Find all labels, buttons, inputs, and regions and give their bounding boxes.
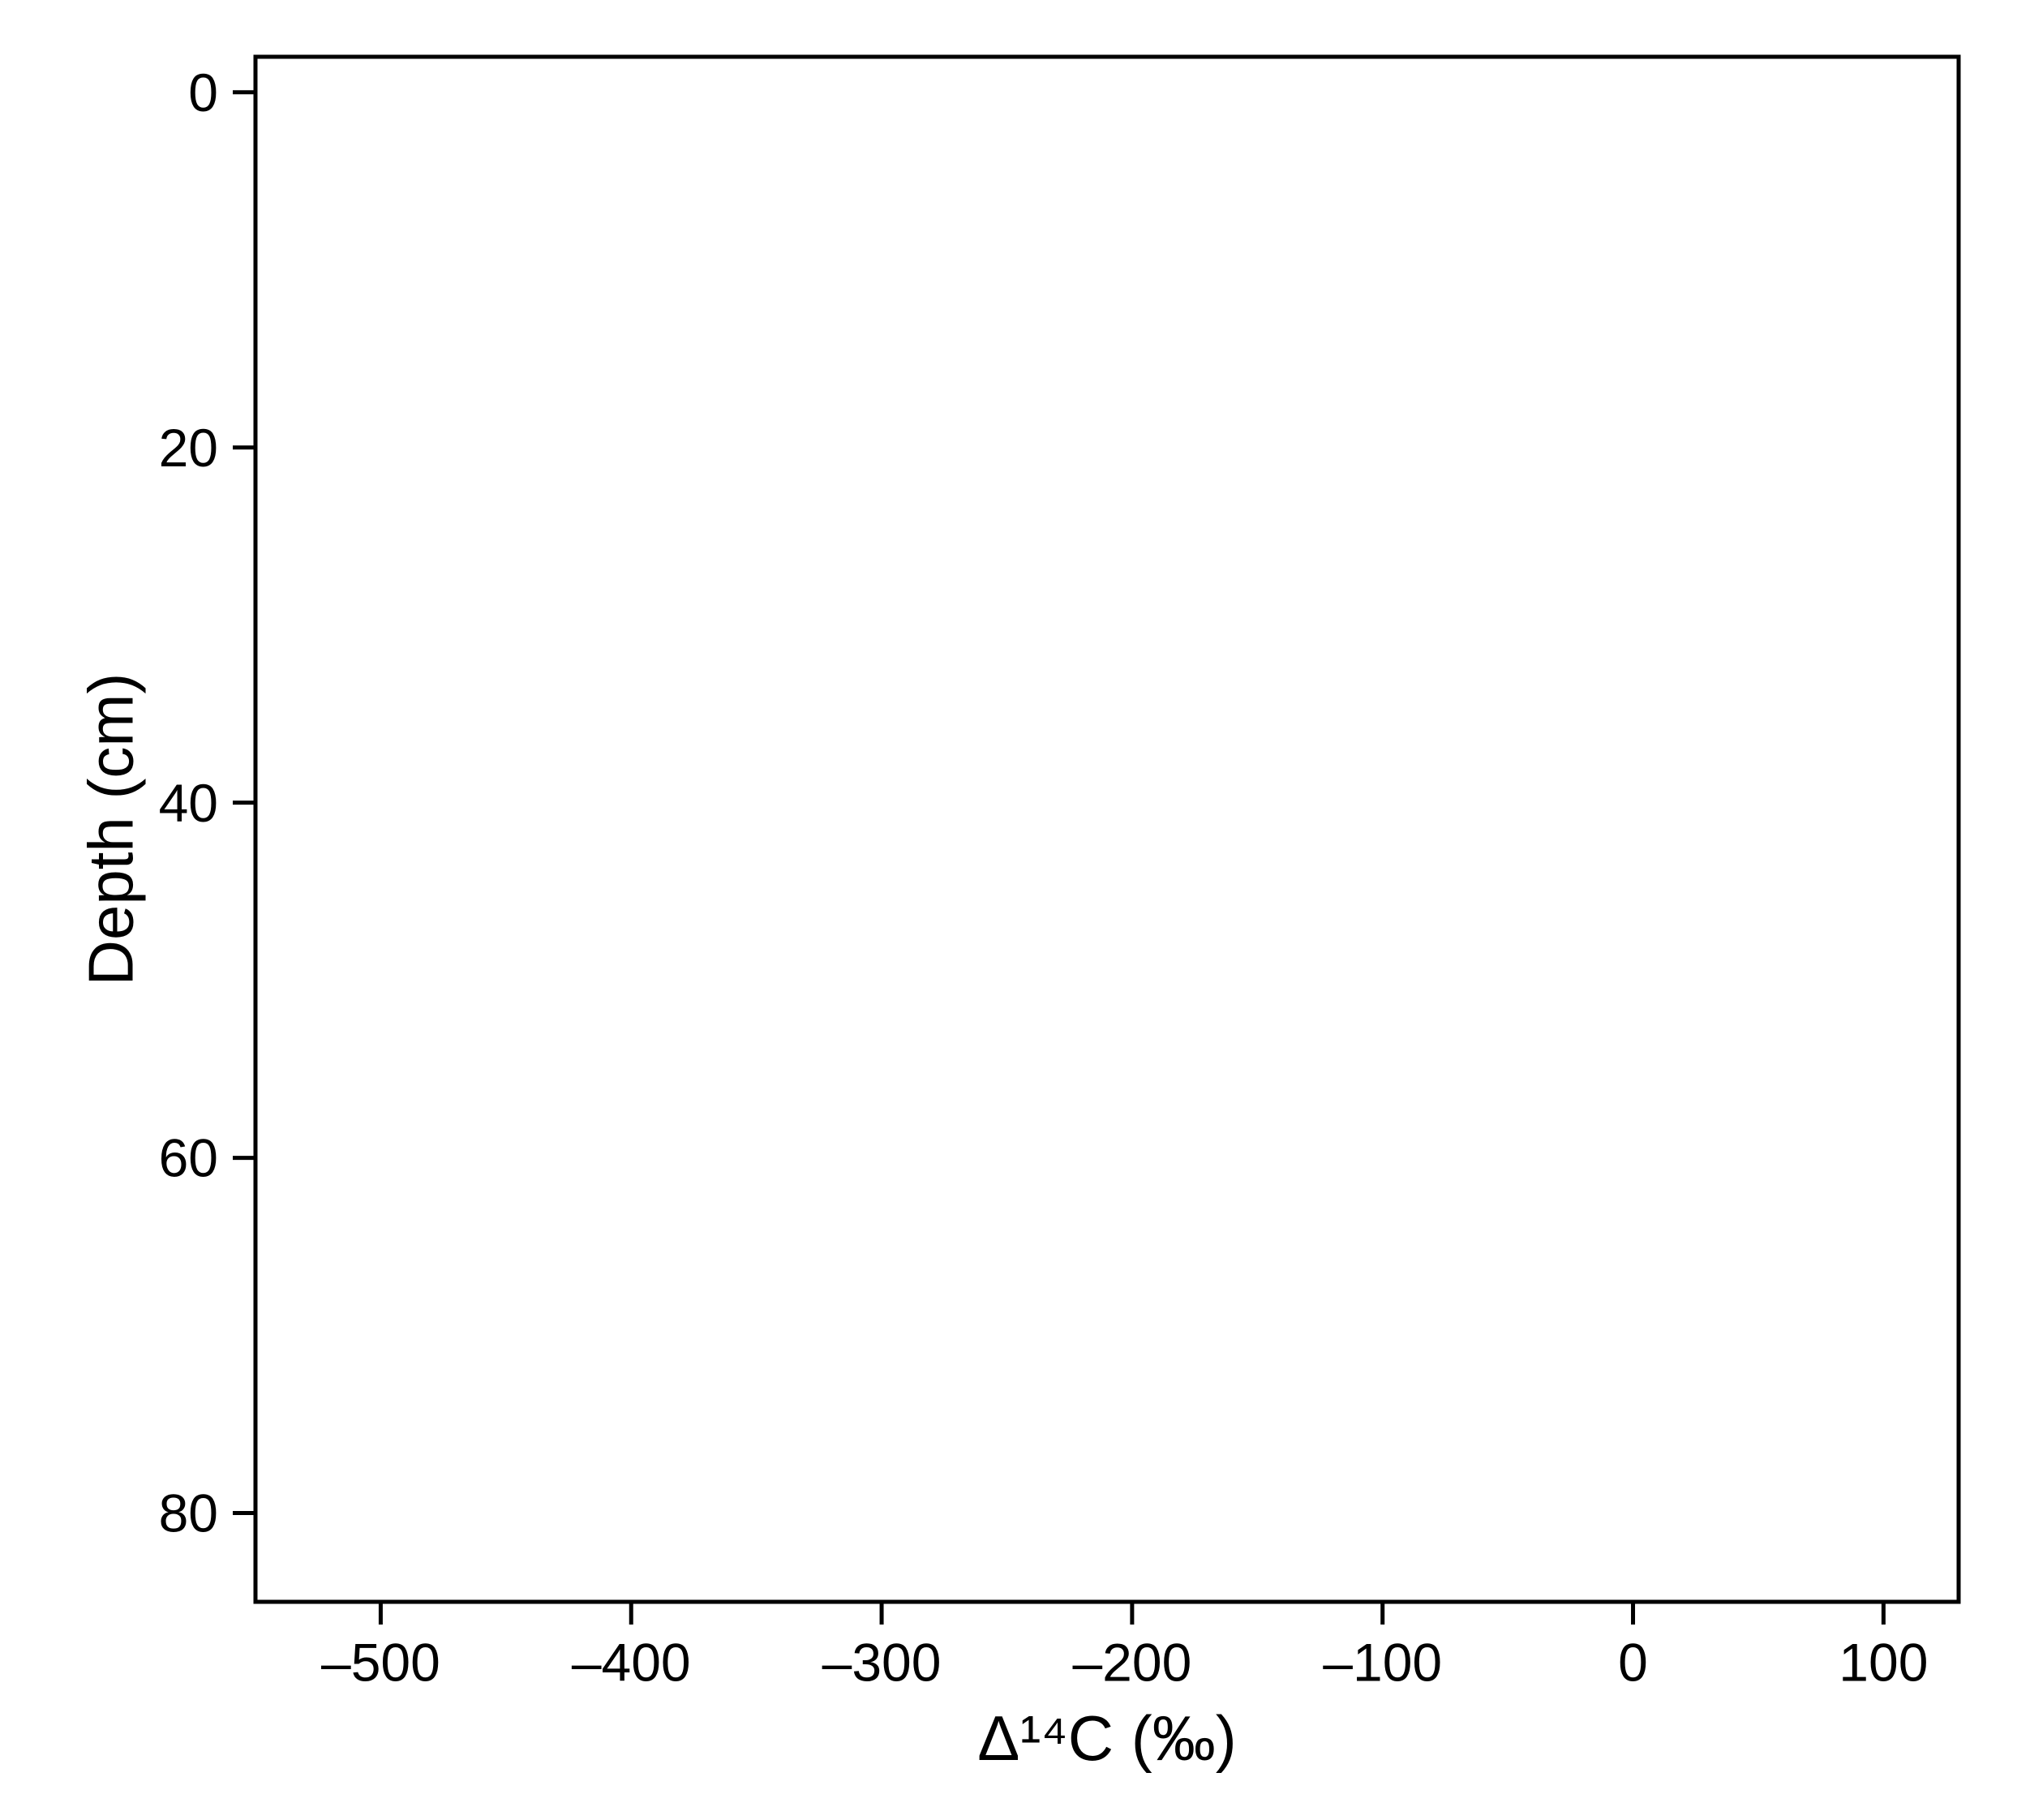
x-tick-label: –500 — [321, 1632, 440, 1692]
x-tick-label: 100 — [1839, 1632, 1928, 1692]
y-axis-label: Depth (cm) — [75, 673, 146, 986]
x-tick-label: –100 — [1323, 1632, 1442, 1692]
y-tick-label: 20 — [159, 418, 218, 478]
y-tick-label: 40 — [159, 773, 218, 833]
y-tick-label: 0 — [188, 62, 218, 122]
x-axis-label: Δ¹⁴C (‰) — [977, 1702, 1237, 1774]
y-tick-label: 60 — [159, 1128, 218, 1188]
depth-c14-chart: –500 –400 –300 –200 –100 0 100 Δ¹⁴C (‰) 0 20 40 60 8… — [0, 0, 2030, 1820]
x-tick-label: –400 — [572, 1632, 691, 1692]
x-tick-label: –300 — [822, 1632, 942, 1692]
chart-background — [0, 0, 2030, 1820]
x-tick-label: –200 — [1072, 1632, 1191, 1692]
y-tick-label: 80 — [159, 1483, 218, 1543]
x-tick-label: 0 — [1618, 1632, 1648, 1692]
